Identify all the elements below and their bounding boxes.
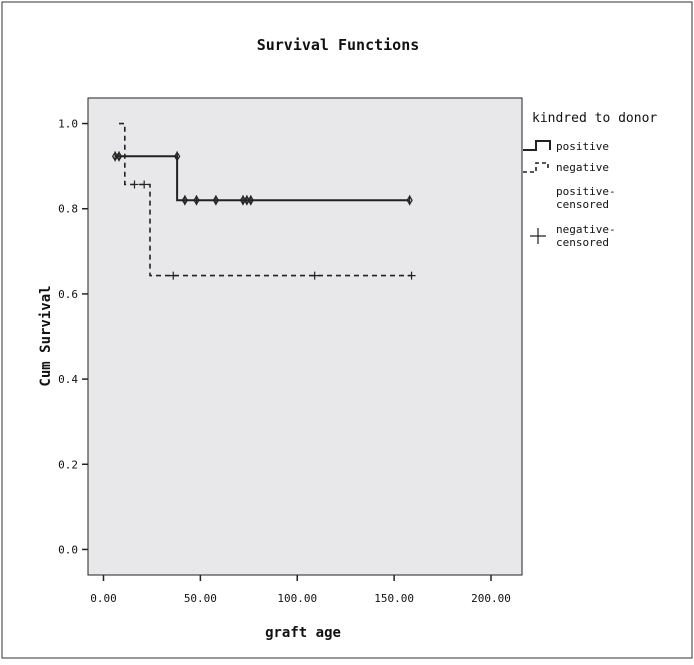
legend-title: kindred to donor (532, 111, 657, 126)
censor-mark-negative (407, 271, 416, 280)
censor-mark-positive (181, 195, 189, 206)
censor-mark-positive (193, 195, 200, 206)
legend-label: positive-censored (556, 185, 616, 211)
y-tick-label: 0.4 (58, 373, 78, 386)
series-line-positive (115, 155, 410, 202)
plot-area (87, 97, 523, 576)
censor-mark-negative (169, 271, 178, 280)
x-tick-label: 50.00 (184, 592, 217, 605)
censor-mark-positive (247, 195, 254, 206)
chart-title: Survival Functions (257, 36, 420, 54)
censor-mark-negative (130, 180, 139, 189)
y-tick-label: 0.2 (58, 458, 78, 471)
censor-mark-positive (212, 195, 220, 206)
series-line-negative (119, 122, 412, 277)
censor-mark-positive (173, 151, 181, 162)
legend-label: positive (556, 140, 609, 153)
x-tick-label: 100.00 (277, 592, 317, 605)
censor-mark-positive (115, 151, 123, 162)
censor-mark-negative (310, 271, 319, 280)
legend-symbol-positive (523, 140, 551, 151)
y-tick-label: 0.0 (58, 543, 78, 556)
y-tick-label: 0.6 (58, 288, 78, 301)
legend: positive negative positive-censored negativ… (523, 140, 616, 249)
x-tick-label: 200.00 (471, 592, 511, 605)
x-axis-title: graft age (265, 625, 341, 641)
axis-ticks: 0.0 0.2 0.4 0.6 0.8 1.0 0.00 50.00 100.00 150.00 2… (58, 118, 511, 605)
censor-mark-negative (140, 180, 149, 189)
x-tick-label: 0.00 (90, 592, 117, 605)
series-layer (111, 122, 416, 280)
y-tick-label: 0.8 (58, 203, 78, 216)
legend-label: negative (556, 161, 609, 174)
legend-symbol-negative-censored (530, 228, 546, 244)
legend-symbol-negative (523, 162, 549, 173)
legend-label: negative-censored (556, 223, 616, 249)
censor-mark-positive (406, 195, 413, 206)
y-axis-title: Cum Survival (38, 285, 54, 386)
y-tick-label: 1.0 (58, 118, 78, 131)
x-tick-label: 150.00 (374, 592, 414, 605)
